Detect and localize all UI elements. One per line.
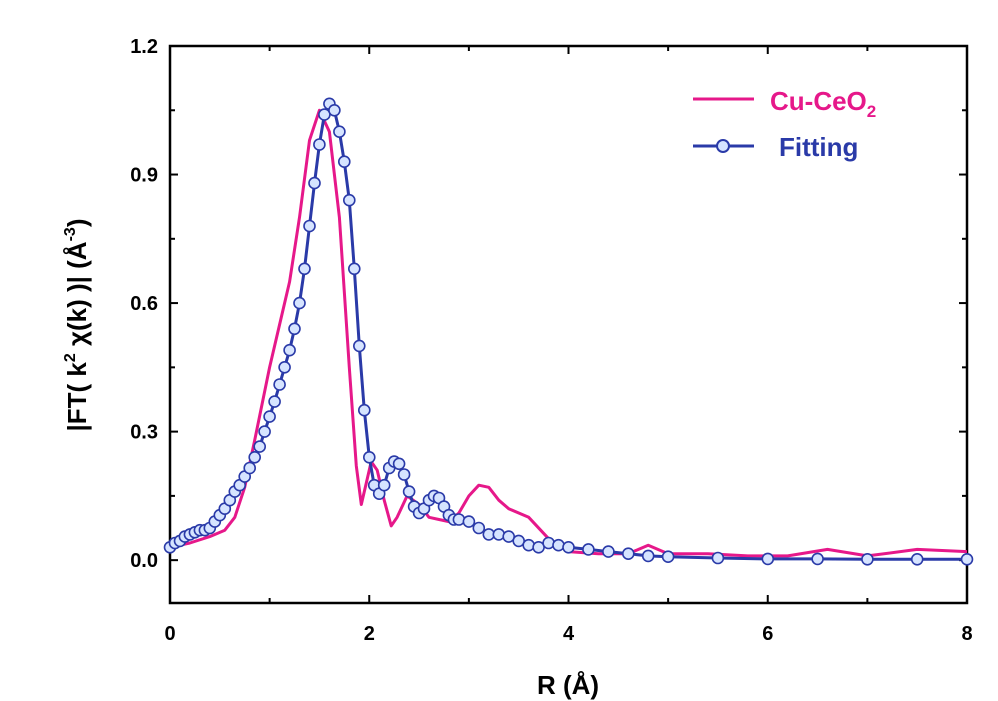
data-point-fitting	[562, 540, 575, 554]
data-point-fitting	[661, 550, 675, 564]
x-axis-title: R (Å)	[537, 670, 599, 700]
data-point-fitting	[347, 262, 361, 276]
legend-label-fitting: Fitting	[779, 132, 858, 162]
data-point-fitting	[337, 155, 351, 168]
data-point-fitting	[342, 193, 356, 207]
data-point-fitting	[402, 485, 416, 498]
data-point-fitting	[328, 104, 341, 117]
data-point-fitting	[397, 468, 411, 481]
data-point-fitting	[552, 538, 565, 552]
legend-marker-fitting	[716, 139, 730, 153]
data-point-fitting	[462, 515, 476, 528]
legend-entry-cu-ceo2: Cu-CeO2	[693, 86, 876, 121]
data-point-fitting	[960, 552, 974, 566]
y-tick-label: 0.3	[130, 422, 158, 444]
data-point-fitting	[298, 262, 311, 276]
data-point-fitting	[811, 552, 824, 566]
series-line-cu-ceo2	[169, 108, 968, 558]
data-point-fitting	[248, 450, 261, 464]
data-point-fitting	[293, 296, 306, 310]
data-point-fitting	[283, 343, 296, 357]
axis-ticks	[169, 45, 968, 603]
data-point-fitting	[352, 339, 366, 353]
data-point-fitting	[288, 322, 301, 336]
data-point-fitting	[243, 461, 256, 475]
data-point-fitting	[641, 549, 655, 563]
data-point-fitting	[313, 138, 326, 151]
tick-labels: 0 2 4 6 8 0.0 0.3 0.6 0.9 1.2	[130, 36, 972, 645]
plot-area	[163, 44, 974, 605]
data-point-fitting	[582, 543, 595, 556]
series-layer	[163, 97, 974, 566]
data-point-fitting	[278, 360, 291, 374]
y-tick-label: 0.0	[130, 550, 158, 572]
data-point-fitting	[602, 545, 615, 558]
legend: Cu-CeO2 Fitting	[693, 86, 876, 162]
data-point-fitting	[392, 457, 406, 471]
data-point-fitting	[258, 425, 271, 438]
legend-label-cu-ceo2: Cu-CeO2	[770, 86, 876, 121]
x-tick-label: 2	[364, 623, 375, 645]
data-point-fitting	[761, 552, 775, 566]
x-tick-label: 8	[961, 623, 972, 645]
data-point-fitting	[472, 521, 486, 535]
data-point-fitting	[452, 513, 466, 526]
x-tick-label: 4	[563, 623, 575, 645]
data-point-fitting	[621, 547, 635, 561]
y-tick-label: 0.9	[130, 165, 158, 187]
data-point-fitting	[861, 552, 874, 566]
data-point-fitting	[333, 125, 346, 138]
x-tick-label: 6	[762, 623, 773, 645]
data-point-fitting	[362, 450, 376, 464]
y-axis-title: |FT( k2 χ(k) )| (Å-3)	[62, 219, 92, 432]
plot-frame	[168, 44, 969, 605]
data-point-fitting	[303, 219, 316, 233]
data-point-fitting	[308, 176, 321, 190]
legend-entry-fitting: Fitting	[693, 132, 858, 162]
data-point-fitting	[357, 403, 371, 417]
data-point-fitting	[377, 478, 391, 492]
data-point-fitting	[273, 378, 286, 391]
data-point-fitting	[711, 551, 725, 565]
data-point-fitting	[268, 395, 281, 408]
x-tick-label: 0	[164, 623, 175, 645]
data-point-fitting	[263, 410, 276, 423]
y-tick-label: 1.2	[130, 36, 158, 58]
data-point-fitting	[910, 552, 924, 566]
data-point-fitting	[253, 440, 267, 453]
y-tick-label: 0.6	[130, 293, 158, 315]
